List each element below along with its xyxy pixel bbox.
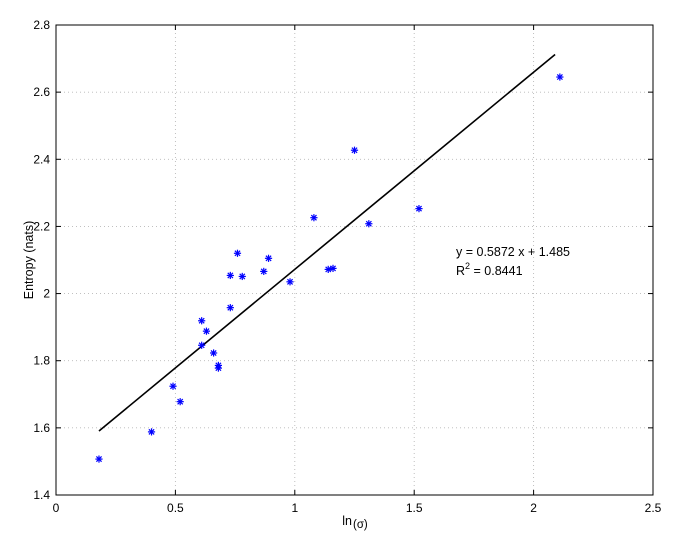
data-point	[329, 264, 337, 272]
y-axis-label: Entropy (nats)	[22, 221, 36, 300]
plot-frame	[55, 24, 654, 496]
data-point	[147, 428, 156, 436]
x-tick-label: 0.5	[167, 501, 184, 515]
data-point	[350, 146, 359, 154]
y-tick-label: 2.8	[33, 18, 50, 32]
r-squared-superscript: 2	[465, 261, 470, 271]
fit-line-group	[98, 53, 556, 432]
x-tick-label: 0	[53, 501, 60, 515]
data-point	[233, 249, 242, 257]
grid	[56, 25, 653, 495]
data-point	[238, 272, 246, 281]
data-point	[260, 267, 268, 276]
fit-equation-label: y = 0.5872 x + 1.485	[456, 245, 570, 259]
x-tick-label: 1.5	[406, 501, 423, 515]
y-tick-label: 2.6	[33, 85, 50, 99]
x-axis-label-main: ln	[342, 514, 352, 528]
data-point	[214, 364, 222, 372]
data-point	[365, 220, 373, 228]
x-axis-label-sub: (σ)	[353, 519, 368, 531]
data-point	[324, 265, 332, 273]
data-point	[310, 214, 318, 222]
regression-line	[98, 53, 556, 432]
ticks: 0 0.5 1 1.5 2 2.5 1.4 1.6 1.8 2 2.2 2.4 2.6 2.8	[33, 18, 661, 515]
data-point	[198, 341, 206, 349]
y-tick-label: 1.4	[33, 488, 50, 502]
y-tick-label: 1.6	[33, 421, 50, 435]
r-squared-value: = 0.8441	[470, 264, 523, 278]
data-point	[202, 327, 211, 335]
x-tick-label: 2	[530, 501, 537, 515]
y-tick-label: 1.8	[33, 354, 50, 368]
data-point	[415, 205, 423, 213]
y-tick-label: 2	[43, 287, 50, 301]
r-squared-label: R2 = 0.8441	[456, 261, 523, 278]
r-squared-prefix: R	[456, 264, 465, 278]
data-point	[226, 304, 234, 312]
data-point	[95, 455, 103, 463]
x-tick-label: 2.5	[645, 501, 662, 515]
data-point	[556, 73, 564, 81]
x-tick-label: 1	[291, 501, 298, 515]
data-point	[286, 278, 294, 286]
data-point	[226, 271, 234, 280]
data-point	[264, 254, 273, 262]
data-points	[95, 73, 564, 463]
y-tick-label: 2.2	[33, 219, 50, 233]
data-point	[169, 382, 177, 390]
y-tick-label: 2.4	[33, 152, 50, 166]
data-point	[210, 349, 218, 357]
x-axis-label: ln(σ)	[342, 514, 368, 531]
data-point	[198, 317, 206, 325]
data-point	[176, 398, 184, 406]
